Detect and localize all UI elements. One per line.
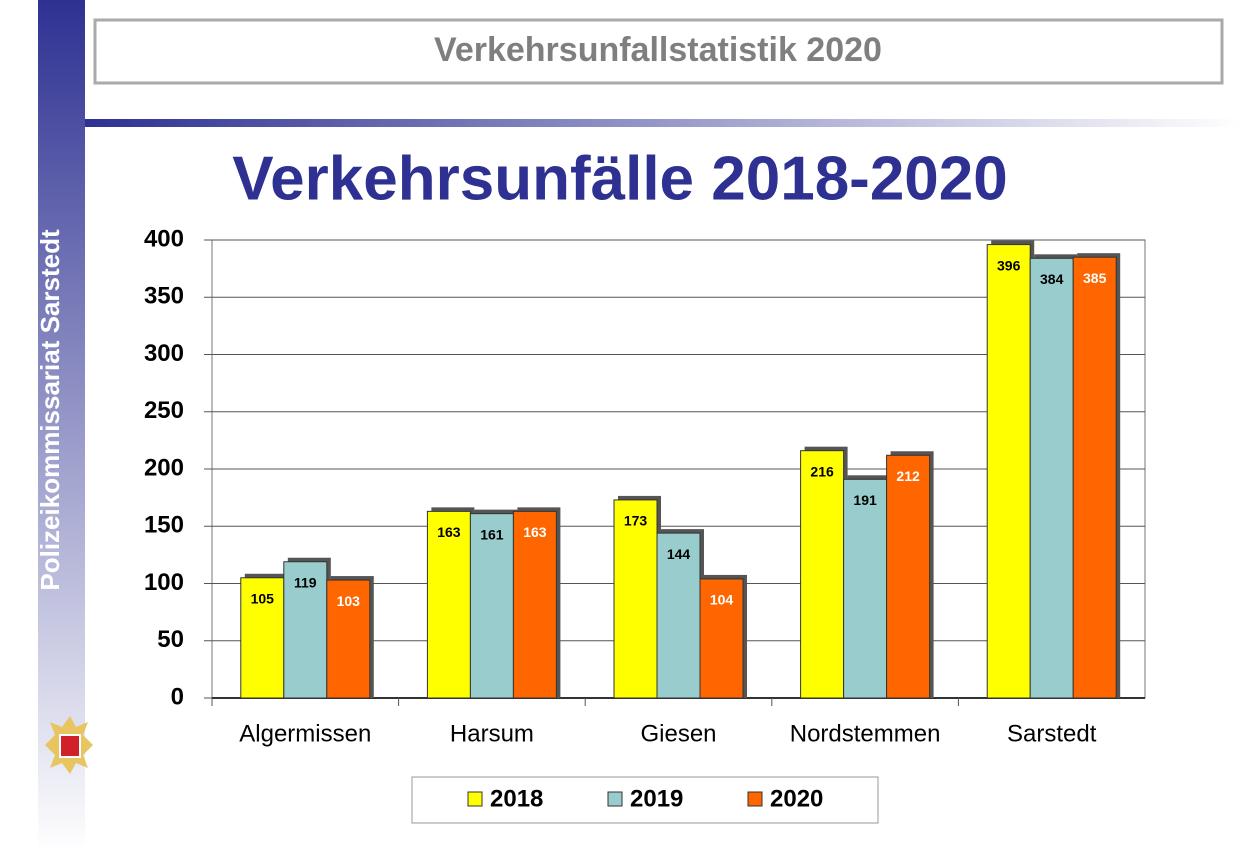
bar bbox=[886, 454, 931, 699]
data-label: 161 bbox=[480, 526, 504, 542]
y-tick-label: 250 bbox=[144, 397, 184, 424]
data-label: 212 bbox=[896, 468, 920, 484]
data-label: 216 bbox=[810, 463, 834, 479]
data-label: 384 bbox=[1040, 271, 1064, 287]
badge bbox=[45, 716, 93, 774]
y-tick-label: 0 bbox=[171, 683, 184, 710]
data-label: 119 bbox=[294, 574, 317, 590]
legend-swatch bbox=[467, 791, 483, 807]
legend-label: 2019 bbox=[630, 785, 683, 812]
bar bbox=[1029, 257, 1074, 699]
bar bbox=[986, 244, 1031, 699]
legend-swatch bbox=[747, 791, 763, 807]
bar bbox=[326, 579, 371, 699]
data-label: 163 bbox=[437, 524, 461, 540]
x-tick-label: Harsum bbox=[450, 720, 534, 747]
y-tick-label: 50 bbox=[157, 626, 184, 653]
sidebar-text: Polizeikommissariat Sarstedt bbox=[35, 229, 65, 591]
legend-swatch bbox=[607, 791, 623, 807]
y-tick-label: 150 bbox=[144, 512, 184, 539]
header-title: Verkehrsunfallstatistik 2020 bbox=[434, 31, 882, 69]
data-label: 104 bbox=[710, 592, 734, 608]
data-label: 103 bbox=[337, 593, 361, 609]
sidebar bbox=[38, 0, 85, 852]
bar bbox=[699, 578, 744, 699]
bar bbox=[240, 577, 285, 699]
bar bbox=[469, 513, 514, 699]
legend-label: 2018 bbox=[490, 785, 543, 812]
bar bbox=[512, 510, 557, 699]
y-tick-label: 350 bbox=[144, 283, 184, 310]
x-tick-label: Algermissen bbox=[239, 720, 371, 747]
bar bbox=[800, 450, 845, 699]
header-box bbox=[93, 18, 1224, 85]
data-label: 105 bbox=[251, 590, 275, 606]
x-tick-label: Sarstedt bbox=[1007, 720, 1097, 747]
bar bbox=[656, 532, 701, 699]
y-tick-label: 200 bbox=[144, 454, 184, 481]
data-label: 385 bbox=[1083, 270, 1107, 286]
data-label: 173 bbox=[624, 513, 648, 529]
bar bbox=[613, 499, 658, 699]
data-label: 191 bbox=[853, 492, 877, 508]
x-tick-label: Giesen bbox=[640, 720, 716, 747]
header-rule bbox=[85, 119, 1242, 127]
legend-label: 2020 bbox=[770, 785, 823, 812]
bar bbox=[843, 478, 888, 699]
y-tick-label: 100 bbox=[144, 569, 184, 596]
bar bbox=[426, 510, 471, 699]
data-label: 396 bbox=[997, 257, 1021, 273]
bar bbox=[1072, 256, 1117, 699]
data-label: 144 bbox=[667, 546, 691, 562]
y-tick-label: 300 bbox=[144, 340, 184, 367]
x-tick-label: Nordstemmen bbox=[790, 720, 941, 747]
chart-title: Verkehrsunfälle 2018-2020 bbox=[232, 144, 1008, 213]
y-tick-label: 400 bbox=[144, 225, 184, 252]
legend-box bbox=[411, 776, 879, 824]
data-label: 163 bbox=[523, 524, 547, 540]
bar bbox=[283, 561, 328, 699]
